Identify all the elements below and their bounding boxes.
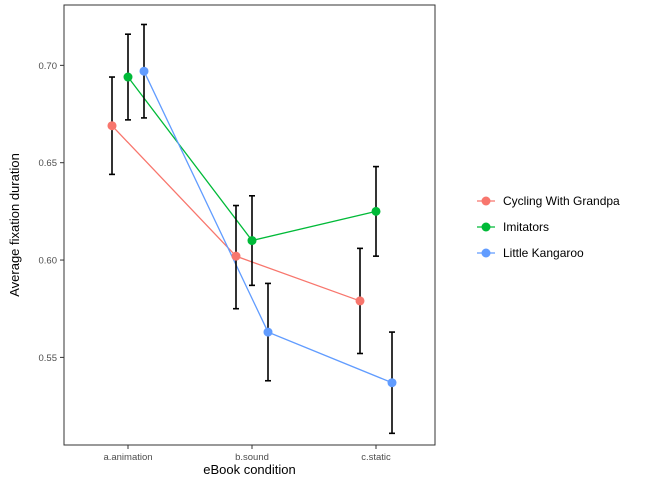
legend-key-dot <box>481 196 491 206</box>
x-tick-label: c.static <box>361 452 391 463</box>
legend-key-dot <box>481 248 491 258</box>
y-tick-label: 0.70 <box>39 61 58 72</box>
legend-label: Little Kangaroo <box>503 246 584 260</box>
x-axis: a.animation b.sound c.static <box>103 445 391 463</box>
legend-label: Cycling With Grandpa <box>503 194 620 208</box>
legend-key-dot <box>481 222 491 232</box>
x-tick-label: b.sound <box>235 452 269 463</box>
plot-panel <box>63 4 436 446</box>
y-tick-label: 0.65 <box>39 158 58 169</box>
y-axis: 0.55 0.60 0.65 0.70 <box>39 61 64 364</box>
x-tick-label: a.animation <box>103 452 152 463</box>
data-point <box>123 72 133 82</box>
legend-label: Imitators <box>503 220 549 234</box>
data-points <box>107 66 397 388</box>
y-tick-label: 0.55 <box>39 353 58 364</box>
data-point <box>247 236 257 246</box>
y-tick-label: 0.60 <box>39 256 58 267</box>
data-point <box>371 206 381 216</box>
data-point <box>263 327 273 337</box>
data-point <box>231 251 241 261</box>
data-point <box>107 121 117 131</box>
legend: Cycling With Grandpa Imitators Little Kang… <box>477 194 620 260</box>
data-point <box>387 378 397 388</box>
x-axis-title: eBook condition <box>203 462 296 477</box>
data-point <box>139 66 149 76</box>
data-point <box>355 296 365 306</box>
y-axis-title: Average fixation duration <box>7 153 22 297</box>
